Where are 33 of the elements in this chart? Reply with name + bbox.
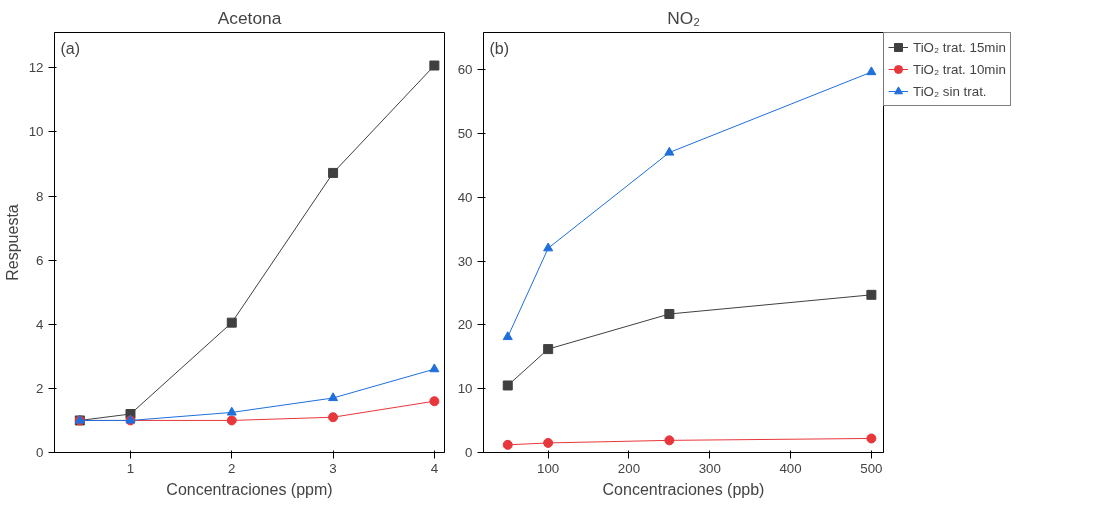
x-tick-label: 3 — [329, 460, 337, 476]
y-axis-title: Respuesta — [3, 204, 21, 281]
legend-label: TiO₂ trat. 15min — [913, 39, 1006, 55]
y-tick-label: 30 — [457, 253, 473, 269]
y-tick-label: 12 — [28, 60, 44, 76]
chart-title: Acetona — [217, 7, 282, 28]
y-tick-label: 40 — [457, 189, 473, 205]
x-tick-label: 2 — [228, 460, 236, 476]
x-tick-label: 300 — [698, 460, 721, 476]
y-tick-label: 2 — [36, 380, 44, 396]
y-tick-label: 20 — [457, 317, 473, 333]
y-tick-label: 0 — [36, 445, 44, 460]
x-axis-title: Concentraciones (ppb) — [602, 480, 765, 498]
y-tick-label: 8 — [36, 188, 44, 204]
x-tick-label: 200 — [617, 460, 641, 476]
y-tick-label: 0 — [465, 445, 473, 460]
x-tick-label: 100 — [537, 460, 560, 476]
legend-label: TiO₂ trat. 10min — [913, 61, 1006, 77]
y-tick-label: 60 — [457, 62, 473, 78]
x-tick-label: 400 — [779, 460, 802, 476]
y-tick-label: 4 — [36, 316, 45, 332]
annotation: (a) — [60, 39, 81, 57]
y-tick-label: 10 — [457, 381, 473, 397]
annotation: (b) — [489, 39, 510, 57]
x-tick-label: 4 — [430, 460, 439, 476]
y-tick-label: 10 — [28, 124, 44, 140]
x-tick-label: 1 — [126, 460, 135, 476]
y-tick-label: 6 — [36, 252, 44, 268]
chart-title: NO₂ — [667, 7, 700, 28]
x-axis-title: Concentraciones (ppm) — [166, 480, 333, 498]
x-tick-label: 500 — [860, 460, 883, 476]
legend-label: TiO₂ sin trat. — [913, 83, 987, 99]
y-tick-label: 50 — [457, 125, 473, 141]
